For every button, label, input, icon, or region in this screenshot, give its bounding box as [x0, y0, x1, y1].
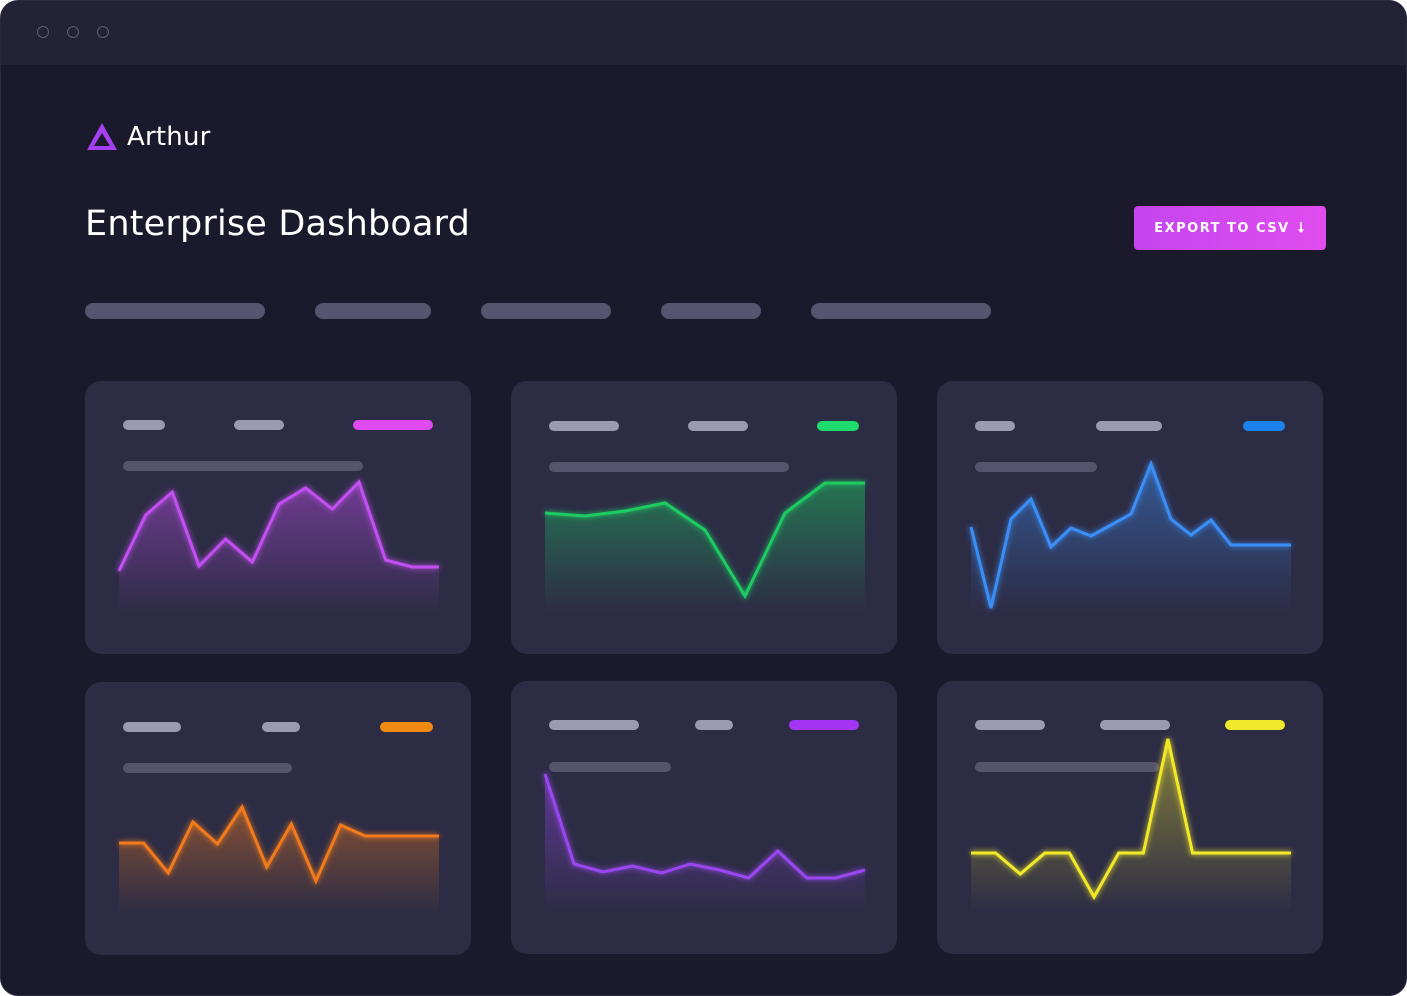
card-subtitle-placeholder — [975, 462, 1097, 472]
card-label-placeholder — [234, 420, 284, 430]
tab-placeholder-1[interactable] — [85, 303, 265, 319]
close-window-button[interactable] — [37, 26, 49, 38]
sparkline-line — [544, 481, 865, 600]
download-arrow-icon: ⭣ — [1297, 220, 1306, 236]
card-label-placeholder — [975, 720, 1045, 730]
card-label-placeholder — [688, 421, 748, 431]
brand-name: Arthur — [127, 122, 211, 152]
sparkline-area — [545, 483, 865, 613]
page-title: Enterprise Dashboard — [85, 204, 471, 244]
card-accent-pill — [1243, 421, 1285, 431]
sparkline-area — [119, 482, 439, 613]
card-sparkline — [117, 479, 439, 613]
export-button-label: EXPORT TO CSV — [1154, 220, 1290, 236]
tab-placeholder-3[interactable] — [481, 303, 611, 319]
card-sparkline — [544, 481, 865, 613]
card-label-placeholder — [262, 722, 300, 732]
sparkline-line — [969, 459, 1291, 609]
sparkline-line — [543, 773, 866, 880]
card-sparkline — [119, 803, 439, 914]
metric-card[interactable] — [511, 681, 897, 954]
card-subtitle-placeholder — [549, 762, 671, 772]
sparkline-line — [971, 738, 1291, 901]
card-label-placeholder — [549, 421, 619, 431]
card-label-placeholder — [1096, 421, 1162, 431]
card-accent-pill — [817, 421, 859, 431]
card-subtitle-placeholder — [549, 462, 789, 472]
card-sparkline — [969, 459, 1291, 613]
sparkline-line — [117, 479, 439, 572]
card-accent-pill — [1225, 720, 1285, 730]
metric-card[interactable] — [937, 381, 1323, 654]
card-subtitle-placeholder — [123, 763, 292, 773]
card-label-placeholder — [695, 720, 733, 730]
sparkline-line — [119, 803, 439, 885]
metric-card[interactable] — [85, 381, 471, 654]
sparkline-area — [971, 739, 1291, 913]
card-label-placeholder — [975, 421, 1015, 431]
card-subtitle-placeholder — [975, 762, 1159, 772]
tab-placeholder-5[interactable] — [811, 303, 991, 319]
tab-placeholder-2[interactable] — [315, 303, 431, 319]
card-accent-pill — [353, 420, 433, 430]
maximize-window-button[interactable] — [97, 26, 109, 38]
minimize-window-button[interactable] — [67, 26, 79, 38]
card-label-placeholder — [123, 420, 165, 430]
tab-placeholder-4[interactable] — [661, 303, 761, 319]
card-accent-pill — [380, 722, 433, 732]
window-titlebar — [1, 1, 1406, 65]
export-csv-button[interactable]: EXPORT TO CSV ⭣ — [1134, 206, 1326, 250]
brand-logo[interactable]: Arthur — [85, 117, 211, 157]
card-accent-pill — [789, 720, 859, 730]
card-sparkline — [971, 738, 1291, 913]
sparkline-area — [971, 464, 1291, 613]
metric-card[interactable] — [511, 381, 897, 654]
card-subtitle-placeholder — [123, 461, 363, 471]
card-label-placeholder — [123, 722, 181, 732]
card-label-placeholder — [549, 720, 639, 730]
sparkline-area — [119, 807, 439, 914]
metric-card[interactable] — [85, 682, 471, 955]
arthur-triangle-logo-icon — [85, 120, 119, 154]
card-label-placeholder — [1100, 720, 1170, 730]
card-sparkline — [543, 773, 866, 913]
metric-card[interactable] — [937, 681, 1323, 954]
sparkline-area — [545, 774, 865, 913]
